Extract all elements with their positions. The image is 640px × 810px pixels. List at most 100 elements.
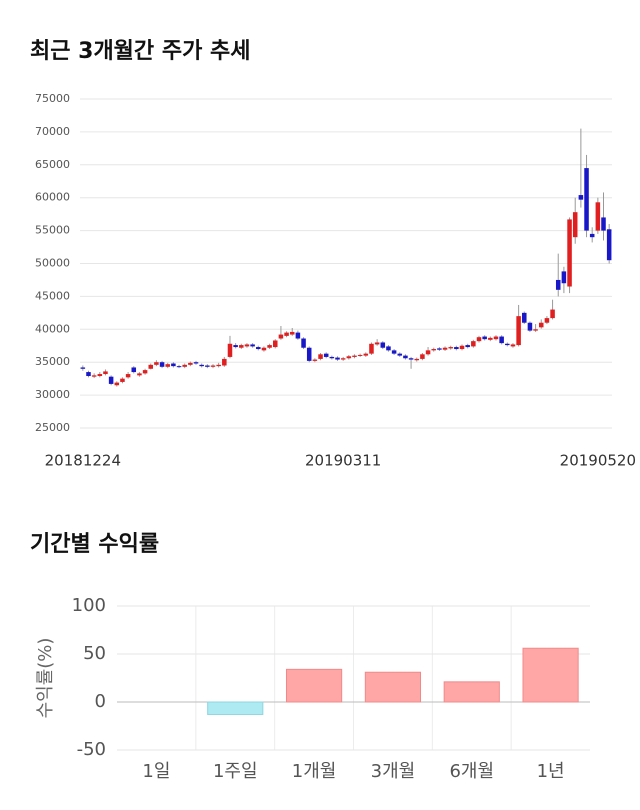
candle-body: [363, 353, 369, 356]
candle-body: [159, 362, 165, 367]
candle-body: [108, 376, 114, 384]
candle-body: [505, 343, 510, 346]
candle-body: [289, 331, 295, 335]
candle-body: [578, 195, 584, 200]
x-tick-label: 20190311: [305, 452, 381, 470]
y-tick-label: 75000: [35, 92, 70, 105]
candle-body: [567, 219, 572, 287]
candle-body: [227, 343, 233, 357]
candle-body: [193, 362, 199, 364]
candle-body: [318, 354, 323, 359]
y-tick-label: 45000: [35, 289, 70, 302]
candle-body: [465, 345, 470, 348]
candle-body: [544, 318, 550, 323]
candle-body: [148, 364, 154, 369]
candle-body: [386, 346, 391, 351]
candle-body: [595, 202, 601, 231]
candle-body: [550, 309, 555, 319]
candle-body: [437, 348, 442, 350]
candle-body: [182, 364, 187, 367]
x-tick-label: 20190520: [560, 452, 636, 470]
candle-body: [125, 374, 131, 378]
x-tick-label: 3개월: [371, 761, 416, 782]
x-tick-label: 1일: [142, 761, 170, 782]
candle-body: [86, 372, 91, 377]
y-axis-title: 수익률(%): [35, 638, 56, 719]
candle-body: [80, 367, 86, 369]
y-tick-label: 70000: [35, 125, 70, 138]
candle-body: [601, 217, 606, 231]
candle-body: [397, 353, 403, 356]
y-tick-label: 60000: [35, 191, 70, 204]
y-tick-label: 25000: [35, 421, 70, 434]
candle-body: [165, 364, 170, 367]
y-tick-label: 65000: [35, 158, 70, 171]
candle-body: [471, 341, 476, 347]
candle-body: [267, 345, 272, 348]
bar: [364, 671, 422, 703]
candle-body: [510, 344, 516, 347]
candle-body: [606, 229, 612, 261]
candle-body: [103, 371, 108, 375]
bar: [443, 681, 500, 703]
candle-body: [340, 358, 346, 360]
candle-body: [142, 370, 148, 374]
candle-body: [154, 362, 159, 365]
candle-body: [188, 362, 193, 365]
y-tick-label: 100: [72, 595, 106, 616]
y-tick-label: 35000: [35, 355, 70, 368]
candle-body: [555, 279, 561, 290]
candle-body: [335, 357, 340, 360]
candle-body: [91, 375, 97, 377]
y-tick-label: 0: [95, 691, 106, 712]
candle-body: [408, 358, 414, 360]
candle-body: [284, 332, 289, 336]
candle-body: [420, 354, 425, 359]
candle-body: [584, 168, 589, 231]
y-tick-label: 50: [83, 643, 106, 664]
candle-body: [329, 356, 335, 359]
candle-body: [448, 347, 453, 349]
candle-body: [199, 364, 204, 367]
candle-body: [352, 355, 357, 357]
candle-body: [414, 358, 420, 361]
candle-body: [114, 382, 120, 386]
y-tick-label: 50000: [35, 257, 70, 270]
bar: [522, 647, 579, 703]
candle-body: [216, 364, 221, 367]
candle-body: [482, 336, 487, 340]
candle-body: [244, 344, 250, 347]
chart-title: 최근 3개월간 주가 추세: [30, 39, 250, 64]
candle-body: [137, 373, 142, 376]
candle-body: [210, 365, 216, 367]
candle-body: [374, 342, 380, 345]
candle-body: [233, 345, 238, 348]
x-tick-label: 20181224: [45, 452, 121, 470]
candle-body: [205, 365, 210, 367]
candle-body: [278, 334, 284, 339]
x-tick-label: 1주일: [213, 761, 258, 782]
candle-body: [476, 337, 482, 342]
candle-body: [442, 347, 448, 350]
candle-body: [431, 349, 436, 351]
y-tick-label: 55000: [35, 224, 70, 237]
candle-body: [346, 356, 352, 359]
bar: [285, 668, 343, 703]
candle-body: [369, 343, 374, 354]
candle-body: [516, 316, 521, 346]
candle-body: [97, 374, 103, 377]
candle-body: [131, 367, 137, 373]
x-tick-label: 6개월: [449, 761, 494, 782]
x-tick-label: 1개월: [292, 761, 337, 782]
candle-body: [239, 345, 244, 348]
candle-body: [522, 312, 527, 323]
candle-body: [561, 271, 567, 284]
candle-body: [323, 353, 329, 357]
candle-body: [380, 342, 386, 348]
candle-body: [527, 322, 533, 331]
candle-body: [589, 233, 595, 238]
candle-body: [572, 212, 578, 238]
candle-body: [250, 344, 255, 347]
y-tick-label: -50: [77, 739, 106, 760]
